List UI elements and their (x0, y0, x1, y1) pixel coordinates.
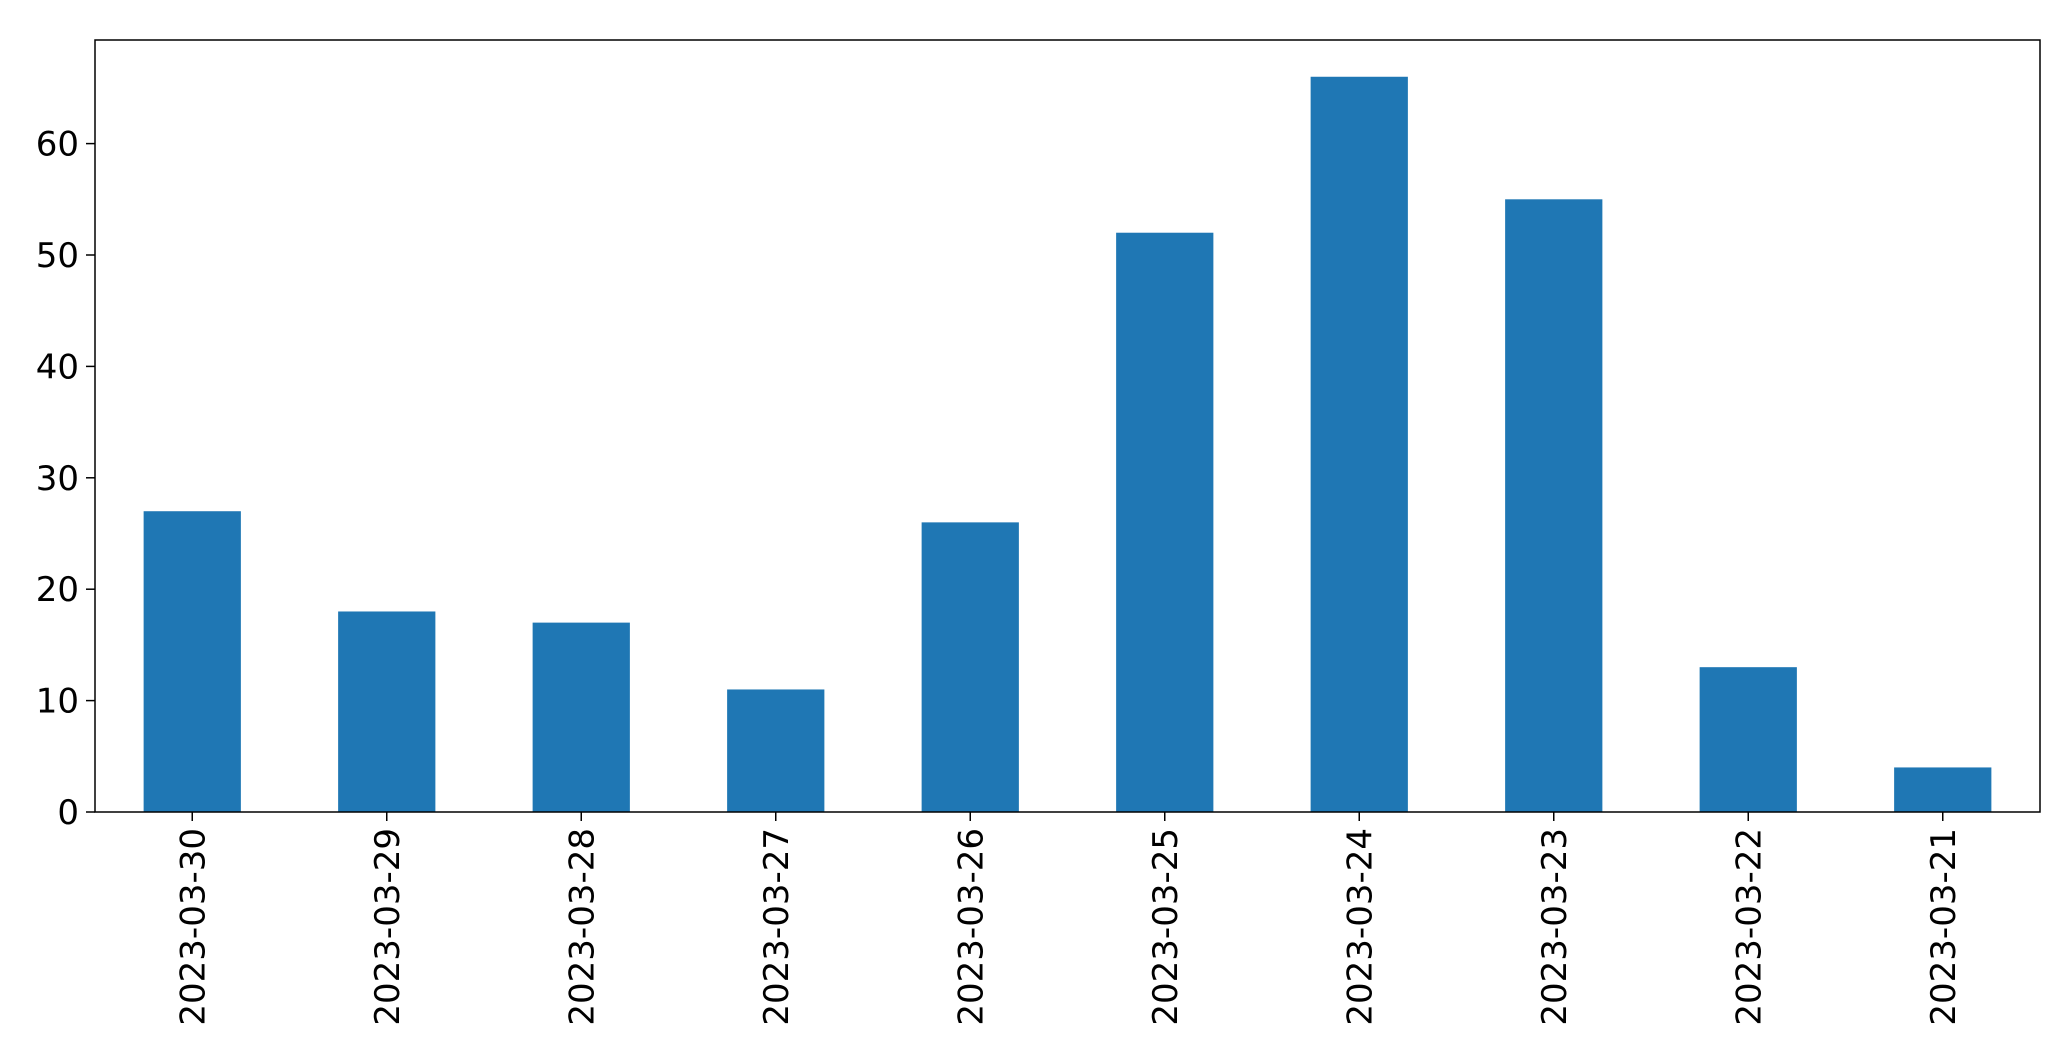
x-tick-label: 2023-03-29 (368, 828, 408, 1026)
x-tick-label: 2023-03-28 (562, 828, 602, 1026)
x-tick-label: 2023-03-25 (1146, 828, 1186, 1026)
y-tick-label: 10 (36, 682, 79, 722)
y-tick-label: 50 (36, 236, 79, 276)
x-tick-label: 2023-03-30 (173, 828, 213, 1026)
bar-2023-03-25 (1116, 232, 1214, 812)
y-tick-label: 0 (57, 793, 79, 833)
bar-2023-03-28 (532, 622, 630, 812)
y-tick-label: 60 (36, 125, 79, 165)
plot-frame (94, 39, 2041, 813)
bar-2023-03-21 (1894, 767, 1992, 812)
x-axis: 2023-03-30 2023-03-29 2023-03-28 2023-03-27… (173, 812, 1964, 1026)
bar-2023-03-27 (727, 689, 825, 812)
x-tick-label: 2023-03-21 (1924, 828, 1964, 1026)
bar-2023-03-30 (143, 511, 241, 812)
y-tick-label: 30 (36, 459, 79, 499)
y-axis: 0 10 20 30 40 50 60 (36, 125, 95, 833)
y-tick-label: 20 (36, 570, 79, 610)
x-tick-label: 2023-03-26 (951, 828, 991, 1026)
bars-group (143, 76, 1992, 813)
bar-2023-03-26 (921, 522, 1019, 812)
x-tick-label: 2023-03-23 (1535, 828, 1575, 1026)
x-tick-label: 2023-03-24 (1340, 828, 1380, 1026)
bar-2023-03-24 (1310, 76, 1408, 812)
y-tick-label: 40 (36, 347, 79, 387)
x-tick-label: 2023-03-22 (1729, 828, 1769, 1026)
bar-2023-03-22 (1699, 667, 1797, 812)
bar-2023-03-23 (1505, 199, 1603, 813)
bar-2023-03-29 (338, 611, 436, 812)
x-tick-label: 2023-03-27 (757, 828, 797, 1026)
